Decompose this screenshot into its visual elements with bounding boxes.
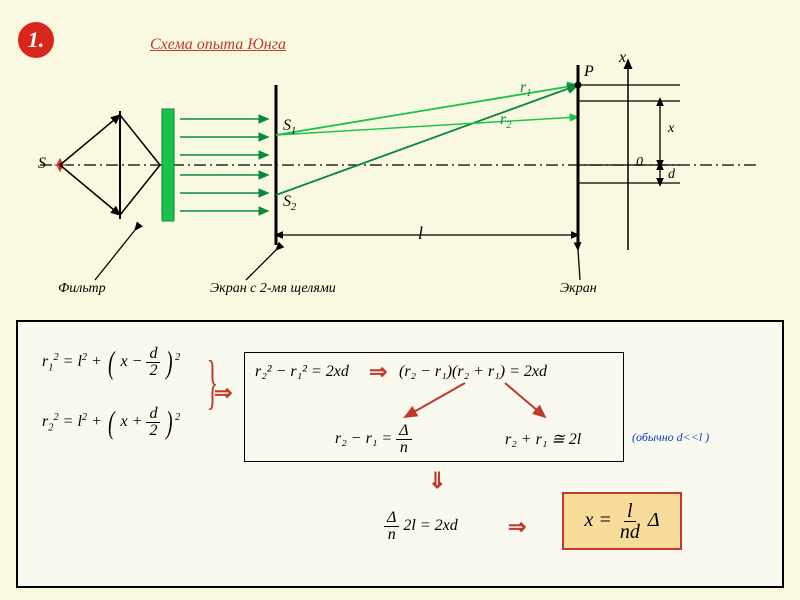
note-text: (обычно d<<l ) (632, 430, 709, 445)
cone-top (60, 115, 120, 165)
diagram-svg (20, 55, 780, 315)
caption-screen: Экран (560, 281, 597, 297)
caption-filter: Фильтр (58, 281, 106, 297)
ray-s1-extra (276, 117, 578, 135)
result-box: x = lnd Δ (562, 492, 682, 550)
label-r1: r1 (520, 79, 531, 99)
slide-number: 1. (28, 27, 45, 53)
eq-sub1: r₂ − r₁ = Δn (335, 423, 412, 456)
filter (162, 109, 174, 221)
label-r2: r2 (500, 111, 511, 131)
callout-slit (246, 250, 276, 280)
label-l: l (418, 223, 423, 244)
slide-badge: 1. (18, 22, 54, 58)
label-S1: S1 (283, 117, 296, 137)
ray-s2-p (276, 85, 578, 195)
derivation-box: r₂² − r₁² = 2xd ⇒ (r₂ − r₁)(r₂ + r₁) = 2… (244, 352, 624, 462)
eq-step: Δn 2l = 2xd (384, 510, 458, 543)
eq-result: x = lnd Δ (584, 501, 659, 542)
arrow-down-icon: ⇓ (428, 468, 446, 494)
label-zero: 0 (636, 155, 643, 171)
caption-slit-screen: Экран с 2-мя щелями (210, 281, 336, 297)
label-x-axis: x (619, 49, 626, 67)
eq-sub2: r₂ + r₁ ≅ 2l (505, 429, 581, 449)
callout-screen (578, 250, 580, 280)
young-diagram: S S1 S2 r1 r2 P x x 0 d l Фильтр Экран с… (20, 55, 780, 315)
cone-bot (60, 165, 120, 215)
label-x-small: x (668, 121, 674, 137)
arrow-right-3-icon: ⇒ (508, 514, 526, 540)
eq-r2sq: r22 = l2 + ( x + d2 )2 (42, 406, 180, 439)
callout-filter (95, 230, 135, 280)
cone-refl-top (120, 115, 160, 165)
label-d: d (668, 167, 675, 183)
ray-s1-p (276, 85, 578, 135)
label-S: S (38, 155, 46, 173)
cone-refl-bot (120, 165, 160, 215)
arrow-right-1-icon: ⇒ (214, 380, 232, 406)
formula-panel: r12 = l2 + ( x − d2 )2 r22 = l2 + ( x + … (16, 320, 784, 588)
diagram-title: Схема опыта Юнга (150, 36, 286, 54)
label-P: P (584, 63, 594, 81)
eq-r1sq: r12 = l2 + ( x − d2 )2 (42, 346, 180, 379)
label-S2: S2 (283, 193, 296, 213)
